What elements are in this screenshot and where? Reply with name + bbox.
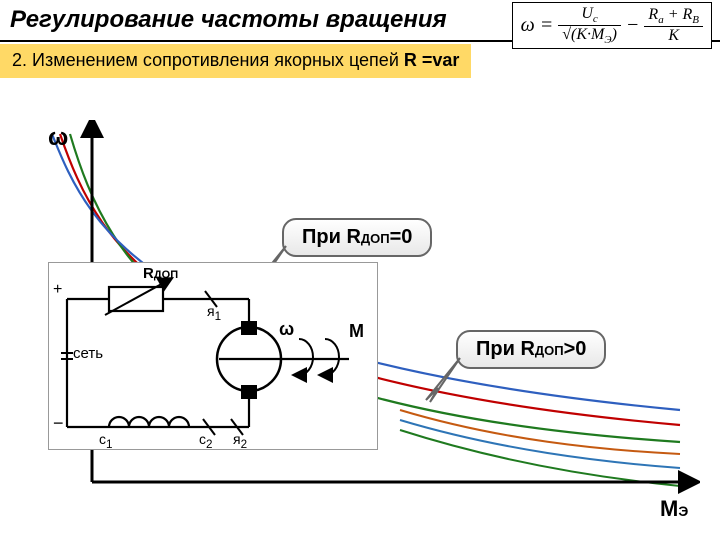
minus: − (626, 14, 645, 36)
moment-label: M (349, 321, 364, 342)
minus-label: − (53, 413, 64, 434)
omega-label: ω (279, 319, 294, 340)
net-label: сеть (73, 345, 103, 362)
plus-label: + (53, 281, 62, 299)
subtitle-bold: R =var (404, 50, 460, 70)
ya2-label: я2 (233, 431, 247, 451)
t2-den: K (644, 27, 703, 45)
callout-rdop-zero: При RДОП=0 (282, 218, 432, 257)
curve-rdopgt0-b (400, 420, 680, 468)
c1-label: c1 (99, 431, 112, 451)
formula-lhs: ω (521, 14, 535, 36)
page-title: Регулирование частоты вращения (0, 2, 457, 38)
t2-num: Ra + RB (644, 6, 703, 27)
formula-term2: Ra + RB K (644, 6, 703, 45)
x-axis-label: MЭ (660, 496, 688, 522)
ya1-label: я1 (207, 303, 221, 323)
callout-rdop-zero-text: При RДОП=0 (302, 226, 412, 248)
subtitle-text: 2. Изменением сопротивления якорных цепе… (12, 50, 404, 70)
formula: ω = Uc √(K·MЭ) − Ra + RB K (512, 2, 712, 49)
callout-rdop-pos: При RДОП>0 (456, 330, 606, 369)
callout-rdop-pos-text: При RДОП>0 (476, 338, 586, 360)
circuit-diagram: RДОП + − сеть я1 c1 c2 я2 ω M (48, 262, 378, 450)
equals: = (540, 14, 559, 36)
formula-term1: Uc √(K·MЭ) (558, 5, 621, 46)
c2-label: c2 (199, 431, 212, 451)
rdop-label: RДОП (143, 265, 178, 282)
t1-num: Uc (558, 5, 621, 26)
y-axis-label: ω (48, 124, 68, 152)
t1-den: √(K·MЭ) (558, 26, 621, 46)
subtitle-bar: 2. Изменением сопротивления якорных цепе… (0, 44, 471, 78)
